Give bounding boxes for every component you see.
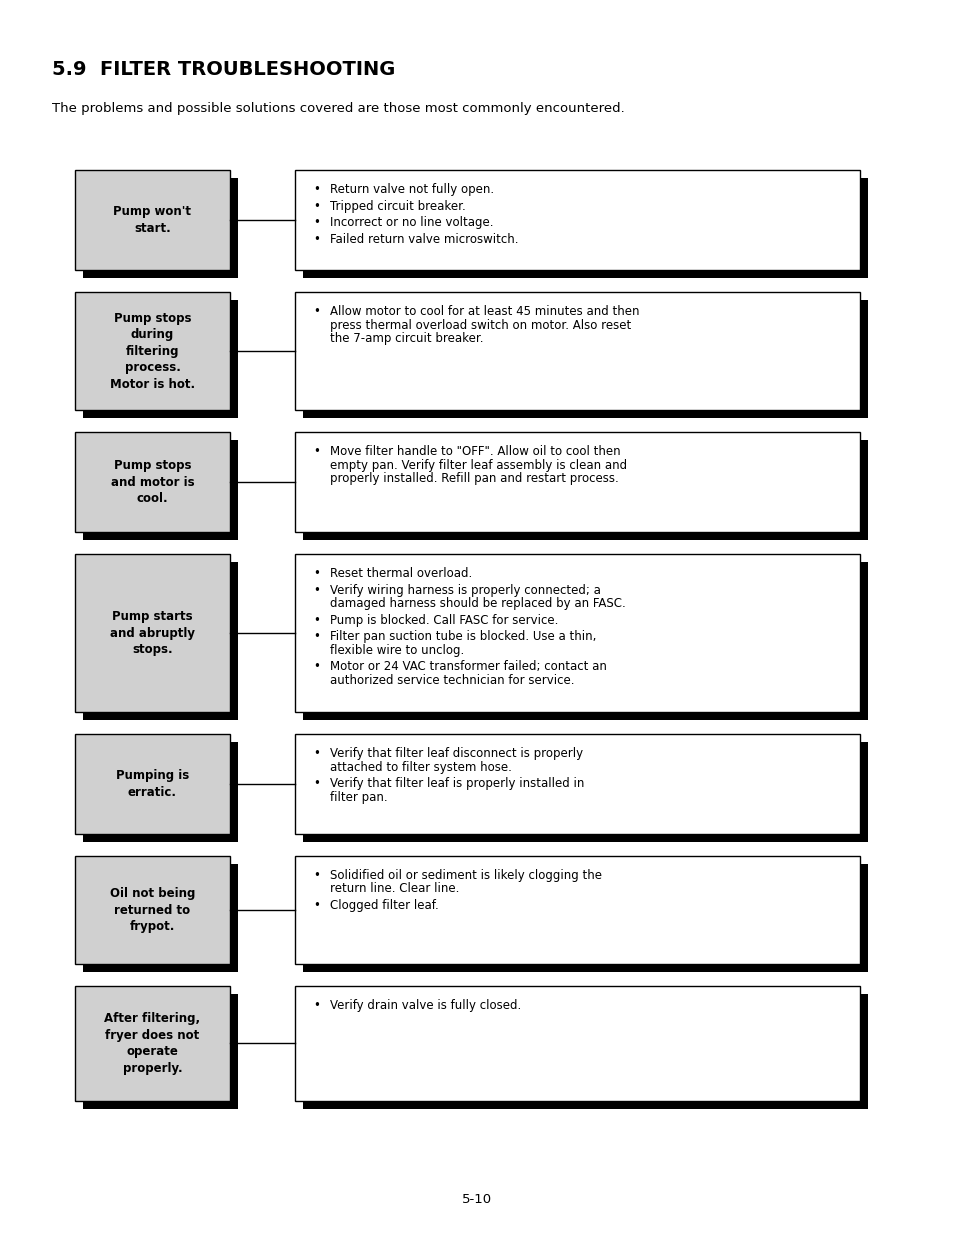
Text: Pump won't
start.: Pump won't start.: [113, 205, 192, 235]
Text: •: •: [313, 232, 319, 246]
Text: empty pan. Verify filter leaf assembly is clean and: empty pan. Verify filter leaf assembly i…: [330, 458, 626, 472]
Text: •: •: [313, 216, 319, 228]
Bar: [294, 291, 859, 410]
Bar: [294, 170, 859, 270]
Text: After filtering,
fryer does not
operate
properly.: After filtering, fryer does not operate …: [104, 1013, 200, 1074]
Text: return line. Clear line.: return line. Clear line.: [330, 883, 459, 895]
Text: the 7-amp circuit breaker.: the 7-amp circuit breaker.: [330, 332, 483, 345]
Bar: [83, 440, 237, 540]
Text: Filter pan suction tube is blocked. Use a thin,: Filter pan suction tube is blocked. Use …: [330, 630, 596, 643]
Text: Pump stops
and motor is
cool.: Pump stops and motor is cool.: [111, 459, 194, 505]
Text: Failed return valve microswitch.: Failed return valve microswitch.: [330, 232, 518, 246]
Text: Pump stops
during
filtering
process.
Motor is hot.: Pump stops during filtering process. Mot…: [110, 311, 194, 390]
Text: Verify that filter leaf disconnect is properly: Verify that filter leaf disconnect is pr…: [330, 747, 582, 760]
Text: Motor or 24 VAC transformer failed; contact an: Motor or 24 VAC transformer failed; cont…: [330, 659, 606, 673]
Text: •: •: [313, 777, 319, 790]
Bar: [75, 555, 230, 713]
Text: filter pan.: filter pan.: [330, 790, 387, 804]
Text: Verify that filter leaf is properly installed in: Verify that filter leaf is properly inst…: [330, 777, 584, 790]
Text: press thermal overload switch on motor. Also reset: press thermal overload switch on motor. …: [330, 319, 631, 331]
Text: Return valve not fully open.: Return valve not fully open.: [330, 183, 494, 196]
Bar: [75, 856, 230, 965]
Text: Clogged filter leaf.: Clogged filter leaf.: [330, 899, 438, 911]
Text: Verify wiring harness is properly connected; a: Verify wiring harness is properly connec…: [330, 583, 600, 597]
Text: •: •: [313, 200, 319, 212]
Bar: [83, 864, 237, 972]
Text: Move filter handle to "OFF". Allow oil to cool then: Move filter handle to "OFF". Allow oil t…: [330, 445, 620, 458]
Text: •: •: [313, 630, 319, 643]
Text: flexible wire to unclog.: flexible wire to unclog.: [330, 643, 464, 657]
Text: •: •: [313, 445, 319, 458]
Bar: [75, 291, 230, 410]
Bar: [75, 986, 230, 1100]
Text: •: •: [313, 583, 319, 597]
Bar: [294, 986, 859, 1100]
Bar: [303, 864, 867, 972]
Text: Reset thermal overload.: Reset thermal overload.: [330, 567, 472, 580]
Bar: [83, 742, 237, 842]
Text: Solidified oil or sediment is likely clogging the: Solidified oil or sediment is likely clo…: [330, 869, 601, 882]
Bar: [294, 734, 859, 834]
Bar: [83, 994, 237, 1109]
Bar: [83, 300, 237, 417]
Text: properly installed. Refill pan and restart process.: properly installed. Refill pan and resta…: [330, 472, 618, 485]
Text: •: •: [313, 305, 319, 317]
Bar: [303, 742, 867, 842]
Text: Tripped circuit breaker.: Tripped circuit breaker.: [330, 200, 465, 212]
Text: •: •: [313, 614, 319, 626]
Bar: [294, 555, 859, 713]
Text: •: •: [313, 659, 319, 673]
Bar: [303, 300, 867, 417]
Bar: [75, 432, 230, 532]
Text: •: •: [313, 899, 319, 911]
Text: •: •: [313, 183, 319, 196]
Bar: [303, 178, 867, 278]
Bar: [303, 994, 867, 1109]
Text: authorized service technician for service.: authorized service technician for servic…: [330, 673, 574, 687]
Text: attached to filter system hose.: attached to filter system hose.: [330, 761, 512, 773]
Text: 5.9  FILTER TROUBLESHOOTING: 5.9 FILTER TROUBLESHOOTING: [52, 61, 395, 79]
Text: •: •: [313, 869, 319, 882]
Bar: [294, 856, 859, 965]
Text: •: •: [313, 747, 319, 760]
Text: •: •: [313, 567, 319, 580]
Bar: [303, 562, 867, 720]
Text: Verify drain valve is fully closed.: Verify drain valve is fully closed.: [330, 999, 520, 1011]
Text: Incorrect or no line voltage.: Incorrect or no line voltage.: [330, 216, 493, 228]
Text: Allow motor to cool for at least 45 minutes and then: Allow motor to cool for at least 45 minu…: [330, 305, 639, 317]
Text: damaged harness should be replaced by an FASC.: damaged harness should be replaced by an…: [330, 597, 625, 610]
Bar: [294, 432, 859, 532]
Bar: [75, 170, 230, 270]
Bar: [303, 440, 867, 540]
Text: Pump starts
and abruptly
stops.: Pump starts and abruptly stops.: [110, 610, 194, 656]
Bar: [75, 734, 230, 834]
Text: Oil not being
returned to
frypot.: Oil not being returned to frypot.: [110, 887, 195, 932]
Text: 5-10: 5-10: [461, 1193, 492, 1207]
Text: Pumping is
erratic.: Pumping is erratic.: [115, 769, 189, 799]
Text: Pump is blocked. Call FASC for service.: Pump is blocked. Call FASC for service.: [330, 614, 558, 626]
Bar: [83, 178, 237, 278]
Text: The problems and possible solutions covered are those most commonly encountered.: The problems and possible solutions cove…: [52, 103, 624, 115]
Text: •: •: [313, 999, 319, 1011]
Bar: [83, 562, 237, 720]
